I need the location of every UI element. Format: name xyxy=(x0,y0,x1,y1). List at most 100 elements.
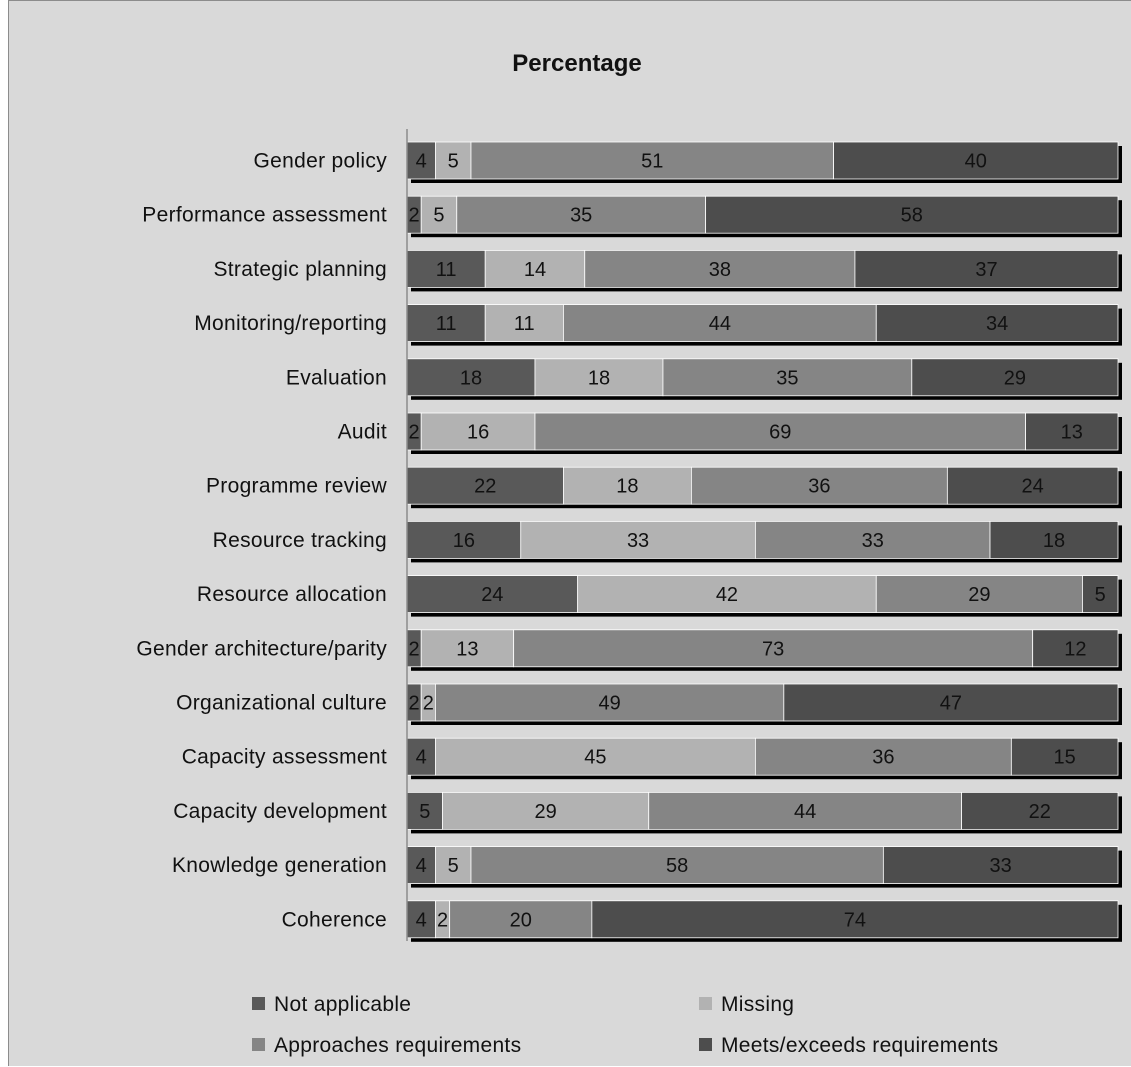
bar-segment xyxy=(961,792,1119,830)
data-label: 29 xyxy=(1004,367,1026,389)
bar-segment xyxy=(563,304,877,343)
data-label: 14 xyxy=(524,259,546,281)
category-label: Gender architecture/parity xyxy=(136,637,387,660)
data-label: 44 xyxy=(794,801,816,823)
chart-area: Percentage Gender policy 4 5 51 40 Performanc… xyxy=(8,0,1131,1066)
data-label: 5 xyxy=(433,205,444,227)
bar-segment xyxy=(456,195,707,234)
legend-label: Approaches requirements xyxy=(274,1034,521,1057)
data-label: 44 xyxy=(709,313,731,335)
data-label: 47 xyxy=(940,693,962,715)
data-label: 40 xyxy=(965,151,987,173)
data-label: 35 xyxy=(776,367,798,389)
data-label: 2 xyxy=(409,422,420,444)
category-label: Performance assessment xyxy=(142,204,387,227)
legend-label: Meets/exceeds requirements xyxy=(721,1034,998,1057)
data-label: 36 xyxy=(872,747,894,769)
data-label: 45 xyxy=(584,747,606,769)
data-label: 2 xyxy=(409,638,420,660)
data-label: 38 xyxy=(709,259,731,281)
bar-segment xyxy=(875,575,1083,613)
category-label: Coherence xyxy=(282,908,387,931)
data-label: 69 xyxy=(769,422,791,444)
data-label: 5 xyxy=(419,801,430,823)
data-label: 42 xyxy=(716,584,738,606)
category-label: Resource tracking xyxy=(213,529,387,552)
category-label: Evaluation xyxy=(286,366,387,389)
bar-segment xyxy=(1025,412,1119,451)
data-label: 5 xyxy=(1095,584,1106,606)
bar-segment xyxy=(470,141,834,180)
category-label: Audit xyxy=(338,421,387,444)
bar-segment xyxy=(442,792,650,830)
data-label: 11 xyxy=(436,259,457,281)
data-label: 34 xyxy=(986,313,1008,335)
bar-segment xyxy=(449,900,593,939)
bar-segment xyxy=(754,521,991,559)
bar-segment xyxy=(420,195,458,234)
data-label: 16 xyxy=(467,422,489,444)
bar-segment xyxy=(534,412,1026,451)
data-label: 2 xyxy=(409,693,420,715)
bar-segment xyxy=(520,521,756,559)
legend-swatch xyxy=(252,1038,265,1051)
bar-segment xyxy=(406,141,436,180)
data-label: 73 xyxy=(762,638,784,660)
bar-segment xyxy=(833,141,1119,180)
bar-segment xyxy=(435,683,785,722)
data-label: 2 xyxy=(437,909,448,931)
bar-segment xyxy=(584,249,856,288)
data-label: 58 xyxy=(901,205,923,227)
bar-segment xyxy=(783,683,1119,722)
data-label: 37 xyxy=(975,259,997,281)
bar-segment xyxy=(911,358,1119,397)
data-label: 36 xyxy=(808,476,830,498)
data-label: 5 xyxy=(448,151,459,173)
category-label: Organizational culture xyxy=(176,692,387,715)
data-label: 18 xyxy=(1043,530,1065,552)
data-label: 20 xyxy=(510,909,532,931)
data-label: 49 xyxy=(599,693,621,715)
category-label: Strategic planning xyxy=(213,258,387,281)
data-label: 5 xyxy=(448,855,459,877)
data-label: 24 xyxy=(1022,476,1044,498)
bar-segment xyxy=(484,249,586,288)
bar-segment xyxy=(1082,575,1119,613)
data-label: 74 xyxy=(844,909,866,931)
legend-swatch xyxy=(699,1038,712,1051)
category-label: Monitoring/reporting xyxy=(194,312,387,335)
data-label: 33 xyxy=(862,530,884,552)
data-label: 11 xyxy=(514,313,535,335)
data-label: 12 xyxy=(1064,638,1086,660)
chart-title: Percentage xyxy=(512,50,641,77)
data-label: 29 xyxy=(968,584,990,606)
legend: Not applicable Missing Approaches requirem… xyxy=(252,993,998,1057)
bar-segment xyxy=(484,304,564,343)
bar-segment xyxy=(435,737,756,776)
bar-segment xyxy=(662,358,913,397)
bar-segment xyxy=(406,304,486,343)
bar-segment xyxy=(406,358,536,397)
data-label: 22 xyxy=(474,476,496,498)
bar-segment xyxy=(1032,629,1119,668)
data-label: 16 xyxy=(453,530,475,552)
bar-segment xyxy=(406,846,436,884)
data-label: 35 xyxy=(570,205,592,227)
bar-segment xyxy=(435,141,472,180)
data-label: 58 xyxy=(666,855,688,877)
category-label: Capacity development xyxy=(173,800,387,823)
data-label: 2 xyxy=(423,693,434,715)
data-label: 33 xyxy=(990,855,1012,877)
data-label: 18 xyxy=(460,367,482,389)
bar-segment xyxy=(563,466,692,505)
data-label: 4 xyxy=(416,747,427,769)
legend-label: Missing xyxy=(721,993,794,1016)
data-label: 4 xyxy=(416,855,427,877)
legend-swatch xyxy=(699,997,712,1010)
bar-segment xyxy=(754,737,1012,776)
data-label: 24 xyxy=(481,584,503,606)
category-label: Gender policy xyxy=(254,150,388,173)
legend-swatch xyxy=(252,997,265,1010)
bar-segment xyxy=(989,521,1119,559)
